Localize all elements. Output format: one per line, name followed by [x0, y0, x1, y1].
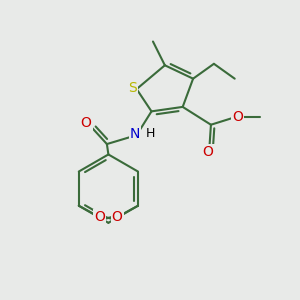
Text: S: S	[128, 81, 136, 94]
Text: O: O	[81, 116, 92, 130]
Text: O: O	[202, 146, 213, 159]
Text: O: O	[94, 210, 105, 224]
Text: O: O	[232, 110, 243, 124]
Text: N: N	[130, 127, 140, 141]
Text: H: H	[145, 127, 155, 140]
Text: O: O	[112, 210, 123, 224]
